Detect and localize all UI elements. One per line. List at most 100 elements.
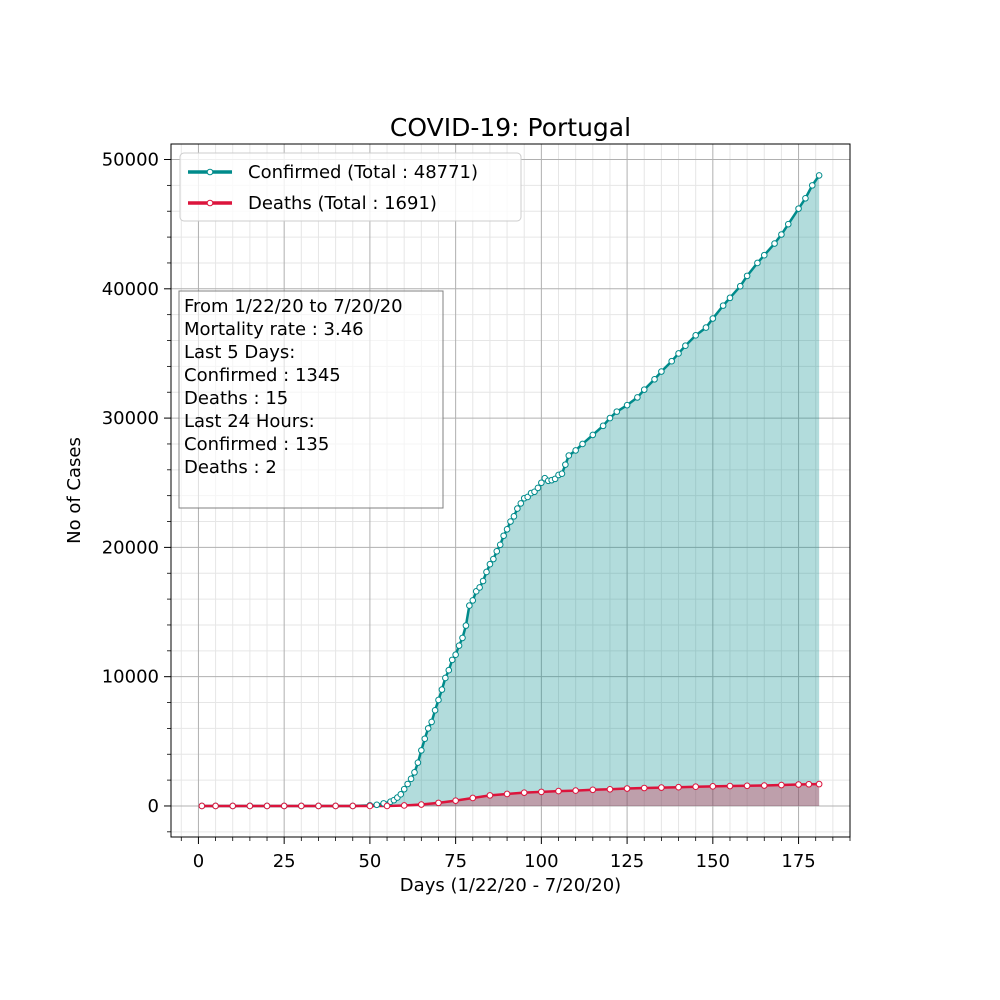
y-tick-label: 30000 xyxy=(102,408,159,429)
confirmed-point xyxy=(517,500,525,507)
confirmed-point xyxy=(507,518,514,525)
stats-mortality-rate: Mortality rate : 3.46 xyxy=(184,319,364,340)
confirmed-point xyxy=(479,577,487,585)
deaths-point xyxy=(315,802,322,810)
confirmed-area xyxy=(201,175,820,806)
stats-annotation: From 1/22/20 to 7/20/20 Mortality rate :… xyxy=(178,290,444,509)
stats-last5-deaths: Deaths : 15 xyxy=(184,388,288,409)
deaths-point xyxy=(760,782,768,789)
series-markers xyxy=(198,172,823,810)
deaths-point xyxy=(212,802,219,810)
deaths-area xyxy=(201,784,820,806)
deaths-point xyxy=(640,784,648,792)
deaths-point xyxy=(520,789,528,796)
area-fills xyxy=(201,175,820,806)
deaths-point xyxy=(263,802,271,810)
confirmed-point xyxy=(634,394,641,401)
plot-area xyxy=(170,143,851,838)
confirmed-point xyxy=(445,666,453,674)
deaths-point xyxy=(795,781,802,788)
confirmed-point xyxy=(421,735,429,743)
confirmed-point xyxy=(490,555,497,563)
confirmed-point xyxy=(702,324,710,331)
x-tick-label: 150 xyxy=(696,851,730,872)
confirmed-point xyxy=(373,801,381,809)
confirmed-point xyxy=(808,182,816,189)
deaths-point xyxy=(778,781,785,789)
confirmed-point xyxy=(599,422,607,430)
confirmed-point xyxy=(658,368,665,375)
confirmed-point xyxy=(493,547,501,555)
deaths-point xyxy=(692,783,699,791)
confirmed-point xyxy=(778,231,785,238)
confirmed-point xyxy=(572,447,579,454)
confirmed-point xyxy=(431,706,439,714)
deaths-point xyxy=(229,802,237,810)
confirmed-point xyxy=(496,541,504,549)
confirmed-point xyxy=(606,414,614,422)
deaths-point xyxy=(383,802,391,810)
confirmed-point xyxy=(709,315,717,322)
confirmed-point xyxy=(448,656,456,664)
confirmed-point xyxy=(736,282,744,290)
confirmed-point xyxy=(815,172,823,179)
confirmed-point xyxy=(795,205,802,212)
chart-title: COVID-19: Portugal xyxy=(390,113,631,142)
deaths-point xyxy=(435,799,442,807)
deaths-point xyxy=(366,802,374,810)
confirmed-point xyxy=(404,780,411,788)
legend-confirmed-label: Confirmed (Total : 48771) xyxy=(248,162,478,183)
deaths-point xyxy=(572,787,579,794)
confirmed-point xyxy=(500,532,507,540)
stats-box xyxy=(178,290,444,509)
stats-last24-confirmed: Confirmed : 135 xyxy=(184,434,329,455)
deaths-point xyxy=(675,783,682,791)
stats-last24-deaths: Deaths : 2 xyxy=(184,457,277,478)
confirmed-point xyxy=(651,376,658,383)
confirmed-point xyxy=(476,584,483,591)
confirmed-point xyxy=(760,251,768,259)
deaths-point xyxy=(743,782,751,790)
confirmed-point xyxy=(442,674,449,682)
confirmed-point xyxy=(469,597,477,604)
confirmed-point xyxy=(510,513,518,520)
y-axis-label: No of Cases xyxy=(64,437,85,544)
confirmed-point xyxy=(562,461,569,468)
confirmed-point xyxy=(534,484,542,492)
deaths-point xyxy=(606,785,614,793)
confirmed-point xyxy=(414,759,422,766)
confirmed-point xyxy=(466,602,473,609)
deaths-point xyxy=(469,794,477,802)
deaths-point xyxy=(555,787,562,795)
confirmed-point xyxy=(455,642,463,649)
deaths-point xyxy=(349,802,357,810)
confirmed-point xyxy=(411,769,418,776)
confirmed-point xyxy=(400,785,408,793)
confirmed-point xyxy=(743,272,751,280)
legend-deaths-marker xyxy=(206,199,214,207)
confirmed-point xyxy=(435,696,442,704)
x-axis: 0 25 50 75 100 125 150 175 xyxy=(180,837,851,872)
confirmed-point xyxy=(538,479,545,487)
legend-box xyxy=(179,152,522,222)
confirmed-point xyxy=(719,302,727,309)
x-axis-label: Days (1/22/20 - 7/20/20) xyxy=(400,875,621,896)
stats-date-range: From 1/22/20 to 7/20/20 xyxy=(184,296,403,317)
y-axis: 0 10000 20000 30000 40000 50000 xyxy=(102,150,171,833)
x-tick-label: 100 xyxy=(524,851,558,872)
deaths-point xyxy=(805,780,813,788)
deaths-point xyxy=(452,797,459,804)
deaths-point xyxy=(198,802,206,810)
legend-confirmed-marker xyxy=(206,168,214,176)
stats-last5-confirmed: Confirmed : 1345 xyxy=(184,365,341,386)
confirmed-point xyxy=(579,440,586,448)
plot-frame xyxy=(170,143,851,838)
deaths-point xyxy=(658,784,665,791)
deaths-point xyxy=(815,780,823,788)
deaths-point xyxy=(400,802,408,809)
confirmed-point xyxy=(589,431,597,439)
confirmed-point xyxy=(428,718,435,726)
y-tick-label: 40000 xyxy=(102,279,159,300)
deaths-point xyxy=(486,792,494,799)
confirmed-point xyxy=(784,220,792,228)
